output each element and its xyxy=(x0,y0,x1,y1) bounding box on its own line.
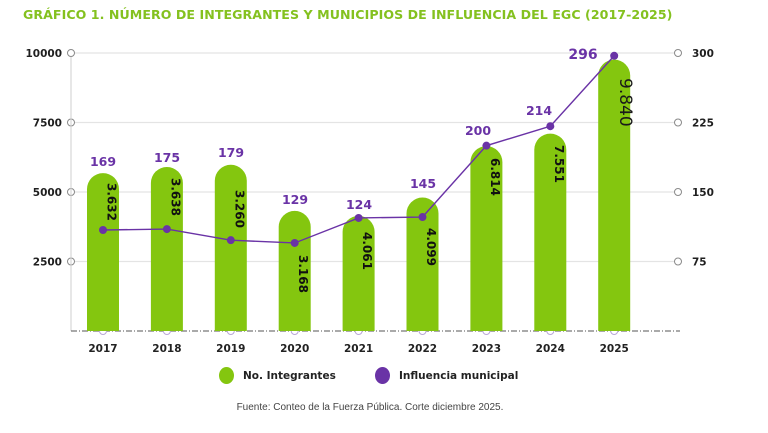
legend-item-influencia: Influencia municipal xyxy=(375,367,518,384)
x-tick-label: 2023 xyxy=(472,343,501,355)
line-value-label: 296 xyxy=(568,47,597,63)
line-value-label: 129 xyxy=(282,192,308,207)
x-axis-labels: 2017 2018 2019 2020 2021 2022 2023 2024 2025 xyxy=(88,343,628,355)
right-tick-label: 300 xyxy=(692,48,714,60)
bar-2023 xyxy=(470,146,503,331)
left-tick-marker xyxy=(67,49,75,57)
line-value-labels: 169 175 179 129 124 145 200 214 296 xyxy=(90,47,598,212)
x-tick-label: 2024 xyxy=(536,343,565,355)
x-tick-label: 2020 xyxy=(280,343,309,355)
right-tick-label: 150 xyxy=(692,187,714,199)
legend-swatch-green xyxy=(219,367,234,384)
x-tick-label: 2021 xyxy=(344,343,373,355)
right-tick-marker xyxy=(674,257,682,266)
line-point-2017 xyxy=(99,225,107,234)
bar-2025 xyxy=(598,59,631,331)
bar-value-label: 6.814 xyxy=(488,158,502,196)
left-tick-label: 7500 xyxy=(33,118,62,130)
x-tick-label: 2022 xyxy=(408,343,437,355)
x-tick-label: 2025 xyxy=(600,343,629,355)
bar-value-label: 7.551 xyxy=(552,145,566,183)
legend-label: No. Integrantes xyxy=(243,369,336,382)
right-tick-marker xyxy=(674,118,682,127)
line-value-label: 169 xyxy=(90,154,116,169)
line-point-2018 xyxy=(162,225,171,234)
line-series xyxy=(99,51,619,247)
bar-value-label: 3.168 xyxy=(296,255,310,293)
line-value-label: 145 xyxy=(410,176,436,191)
bar-2024 xyxy=(534,133,567,331)
left-tick-label: 10000 xyxy=(25,48,62,60)
x-tick-label: 2019 xyxy=(216,343,245,355)
left-tick-label: 2500 xyxy=(33,257,62,269)
line-point-2020 xyxy=(290,238,299,247)
left-tick-label: 5000 xyxy=(33,187,62,199)
line-point-2023 xyxy=(482,141,491,150)
bar-2021 xyxy=(342,215,375,331)
line-point-2022 xyxy=(418,213,427,222)
bar-series xyxy=(87,59,631,331)
right-tick-label: 225 xyxy=(692,118,714,130)
source-note: Fuente: Conteo de la Fuerza Pública. Cor… xyxy=(236,402,504,413)
bar-value-label: 3.260 xyxy=(232,190,246,228)
x-tick-label: 2018 xyxy=(152,343,181,355)
line-value-label: 124 xyxy=(346,197,372,212)
bar-value-label: 4.061 xyxy=(360,232,374,270)
bar-value-label: 3.638 xyxy=(168,178,182,216)
line-point-2025 xyxy=(610,51,619,60)
legend-item-integrantes: No. Integrantes xyxy=(219,367,336,384)
line-value-label: 214 xyxy=(526,103,552,118)
bar-value-labels: 3.632 3.638 3.260 3.168 4.061 4.099 6.814 7.551… xyxy=(105,78,636,293)
chart-title: GRÁFICO 1. NÚMERO DE INTEGRANTES Y MUNIC… xyxy=(23,7,673,22)
bar-value-label: 3.632 xyxy=(105,183,119,221)
bar-2018 xyxy=(150,166,183,331)
right-tick-marker xyxy=(674,49,682,57)
bar-2019 xyxy=(214,164,247,331)
line-point-2019 xyxy=(226,236,235,245)
line-value-label: 175 xyxy=(154,150,180,165)
legend-label: Influencia municipal xyxy=(399,369,519,382)
line-point-2021 xyxy=(354,213,363,222)
line-point-2024 xyxy=(546,122,555,131)
right-tick-label: 75 xyxy=(692,257,707,269)
bar-2022 xyxy=(406,197,439,331)
line-value-label: 200 xyxy=(465,123,491,138)
bar-value-label: 9.840 xyxy=(615,78,635,127)
bar-2017 xyxy=(87,173,119,331)
bar-value-label: 4.099 xyxy=(424,228,438,266)
bar-2020 xyxy=(278,210,311,331)
x-tick-label: 2017 xyxy=(88,343,117,355)
legend-swatch-purple xyxy=(375,367,390,384)
axes: 10000 7500 5000 2500 300 225 150 75 xyxy=(25,48,714,335)
right-tick-marker xyxy=(674,188,682,196)
line-value-label: 179 xyxy=(218,145,244,160)
